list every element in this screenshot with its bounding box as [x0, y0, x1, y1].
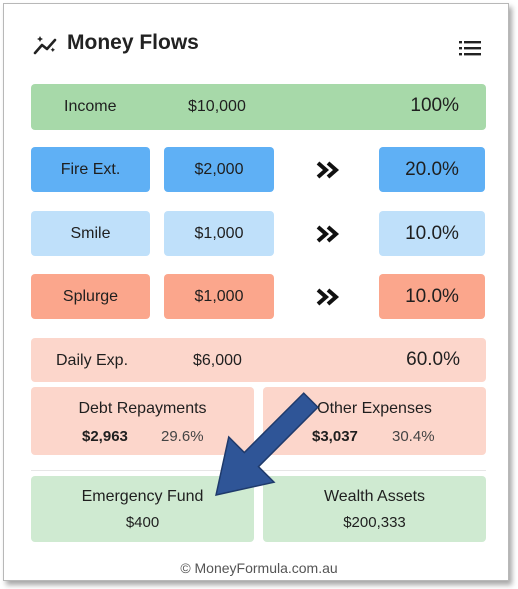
bucket-fire-ext-percent-box[interactable]: 20.0%: [379, 147, 485, 192]
wealth-assets-card[interactable]: Wealth Assets $200,333: [263, 476, 486, 542]
menu-icon[interactable]: [459, 40, 481, 56]
bucket-smile-percent-box[interactable]: 10.0%: [379, 211, 485, 256]
arrow-annotation-icon: [215, 392, 319, 496]
wealth-amount: $200,333: [343, 514, 406, 531]
debt-repayments-card[interactable]: Debt Repayments $2,963 29.6%: [31, 387, 254, 455]
other-label: Other Expenses: [317, 400, 432, 417]
emergency-label: Emergency Fund: [81, 488, 204, 505]
income-row[interactable]: Income $10,000 100%: [31, 84, 486, 130]
emergency-amount: $400: [125, 514, 160, 531]
double-chevron-right-icon: [316, 288, 340, 306]
bucket-percent: 10.0%: [405, 222, 459, 244]
bucket-amount: $2,000: [194, 160, 244, 178]
wealth-label: Wealth Assets: [323, 488, 426, 505]
bucket-smile-label-box[interactable]: Smile: [31, 211, 150, 256]
emergency-fund-card[interactable]: Emergency Fund $400: [31, 476, 254, 542]
page-title: Money Flows: [67, 31, 199, 54]
debt-percent: 29.6%: [161, 428, 204, 445]
other-amount: $3,037: [312, 428, 358, 445]
daily-expenses-row[interactable]: Daily Exp. $6,000 60.0%: [31, 338, 486, 382]
daily-percent: 60.0%: [406, 349, 460, 370]
debt-amount: $2,963: [82, 428, 128, 445]
income-amount: $10,000: [188, 98, 246, 115]
bucket-fire-ext-amount-box[interactable]: $2,000: [164, 147, 274, 192]
bucket-splurge-amount-box[interactable]: $1,000: [164, 274, 274, 319]
income-percent: 100%: [410, 95, 459, 116]
bucket-percent: 10.0%: [405, 285, 459, 307]
double-chevron-right-icon: [316, 225, 340, 243]
double-chevron-right-icon: [316, 161, 340, 179]
bucket-amount: $1,000: [194, 224, 244, 242]
bucket-smile-amount-box[interactable]: $1,000: [164, 211, 274, 256]
debt-label: Debt Repayments: [78, 400, 207, 417]
bucket-label: Splurge: [62, 287, 119, 305]
income-label: Income: [64, 98, 117, 115]
bucket-splurge-percent-box[interactable]: 10.0%: [379, 274, 485, 319]
bucket-label: Smile: [70, 224, 111, 242]
footer-copyright: © MoneyFormula.com.au: [180, 560, 338, 576]
bucket-splurge-label-box[interactable]: Splurge: [31, 274, 150, 319]
bucket-label: Fire Ext.: [60, 160, 121, 178]
daily-label: Daily Exp.: [56, 352, 129, 369]
bucket-fire-ext-label-box[interactable]: Fire Ext.: [31, 147, 150, 192]
trending-icon: [33, 36, 57, 55]
other-percent: 30.4%: [392, 428, 435, 445]
daily-amount: $6,000: [193, 352, 242, 369]
bucket-percent: 20.0%: [405, 158, 459, 180]
bucket-amount: $1,000: [194, 287, 244, 305]
